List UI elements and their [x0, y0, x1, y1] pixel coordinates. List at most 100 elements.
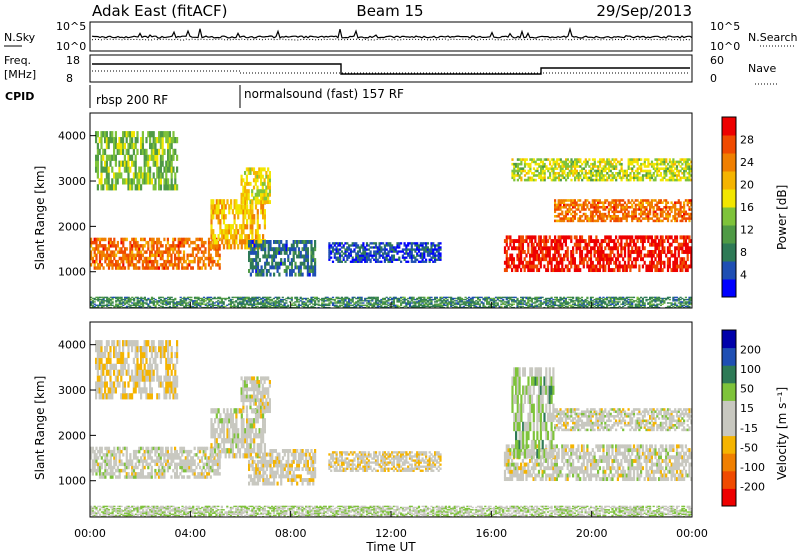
echo-cell-band-9 [168, 297, 171, 300]
echo-cell-band-0 [100, 237, 103, 242]
echo-cell-band-6 [627, 242, 630, 247]
echo-cell-band-6 [598, 257, 601, 262]
echo-cell-band-9 [97, 300, 100, 302]
echo-cell-band-4 [265, 269, 268, 273]
echo-cell-band-8 [679, 158, 682, 161]
echo-cell-band-6 [552, 257, 555, 262]
echo-cell-band-3 [100, 166, 103, 173]
echo-cell-band-7 [640, 210, 643, 214]
echo-cell-band-0 [190, 259, 193, 264]
echo-cell-band-0 [90, 263, 93, 267]
echo-cell-band-9 [97, 298, 100, 301]
echo-cell-band-9 [391, 301, 394, 303]
echo-cell-band-7 [557, 201, 560, 204]
echo-cell-band-7 [666, 201, 670, 204]
echo-cell-band-8 [690, 178, 693, 182]
echo-cell-band-9 [462, 301, 465, 303]
echo-cell-band-0 [204, 240, 207, 245]
echo-cell-band-0 [90, 240, 93, 245]
echo-cell-band-6 [638, 246, 641, 251]
echo-cell-band-9 [305, 297, 308, 300]
echo-cell-band-7 [559, 219, 562, 223]
echo-cell-band-4 [278, 240, 281, 244]
echo-cell-band-0 [122, 266, 125, 270]
echo-cell-band-7 [645, 215, 648, 218]
echo-cell-band-4 [267, 243, 270, 248]
echo-cell-band-8 [641, 162, 645, 166]
echo-cell-band-9 [149, 305, 152, 308]
echo-cell-band-0 [118, 256, 121, 261]
echo-cell-band-8 [684, 165, 687, 168]
echo-cell-band-1 [249, 204, 252, 210]
echo-cell-band-9 [330, 297, 333, 300]
echo-cell-band-9 [274, 305, 277, 308]
echo-cell-band-7 [586, 217, 589, 220]
echo-cell-band-9 [236, 302, 240, 304]
echo-cell-band-5 [417, 246, 421, 249]
echo-cell-band-9 [417, 304, 421, 307]
echo-cell-band-9 [168, 301, 171, 303]
echo-cell-band-9 [265, 300, 268, 302]
echo-cell-band-9 [197, 303, 200, 305]
echo-cell-band-8 [613, 160, 616, 164]
echo-cell-band-6 [563, 253, 566, 258]
echo-cell-band-8 [599, 176, 602, 180]
echo-cell-band-7 [573, 212, 576, 216]
echo-cell-band-9 [161, 303, 164, 305]
echo-cell-band-8 [667, 167, 670, 170]
echo-cell-band-7 [623, 201, 627, 204]
echo-cell-band-5 [408, 242, 412, 245]
echo-cell-band-5 [394, 250, 397, 253]
echo-cell-band-9 [299, 300, 302, 302]
echo-cell-band-9 [426, 303, 429, 305]
echo-cell-band-5 [357, 260, 360, 263]
echo-cell-band-6 [618, 268, 621, 273]
echo-cell-band-8 [511, 158, 514, 161]
echo-cell-band-6 [593, 246, 596, 251]
echo-cell-band-2 [260, 189, 263, 194]
echo-cell-band-3 [147, 172, 150, 179]
echo-cell-band-8 [520, 169, 523, 173]
echo-cell-band-2 [247, 167, 250, 172]
echo-cell-band-8 [520, 172, 523, 175]
echo-cell-band-6 [568, 268, 571, 273]
echo-cell-band-5 [358, 256, 361, 259]
echo-cell-band-9 [333, 298, 336, 301]
echo-cell-band-5 [376, 248, 379, 251]
echo-cell-band-6 [618, 235, 621, 240]
echo-cell-band-3 [109, 154, 112, 161]
echo-cell-band-7 [588, 201, 591, 204]
echo-cell-band-5 [339, 244, 342, 247]
echo-cell-band-6 [537, 242, 541, 247]
echo-cell-band-9 [398, 301, 401, 303]
echo-cell-band-1 [253, 219, 256, 225]
echo-cell-band-1 [253, 214, 256, 220]
echo-cell-band-7 [613, 201, 616, 204]
echo-cell-band-7 [568, 199, 571, 202]
echo-cell-band-9 [93, 305, 96, 308]
echo-cell-band-6 [618, 242, 621, 247]
echo-cell-band-6 [516, 264, 519, 269]
echo-cell-band-7 [638, 203, 641, 207]
echo-cell-band-4 [287, 254, 290, 259]
echo-cell-band-9 [140, 297, 143, 300]
echo-cell-band-9 [331, 304, 335, 307]
echo-cell-band-9 [183, 300, 186, 302]
echo-cell-band-8 [622, 174, 625, 177]
echo-cell-band-7 [681, 217, 684, 220]
echo-cell-band-8 [665, 165, 668, 168]
echo-cell-band-6 [575, 250, 578, 254]
echo-cell-band-1 [215, 214, 218, 220]
echo-cell-band-9 [290, 303, 293, 305]
echo-cell-band-3 [158, 148, 161, 155]
echo-cell-band-9 [315, 297, 318, 300]
echo-cell-band-8 [611, 178, 614, 182]
echo-cell-band-8 [584, 160, 587, 164]
echo-cell-band-3 [159, 172, 162, 179]
echo-cell-band-4 [283, 269, 286, 273]
echo-cell-band-8 [604, 167, 607, 170]
echo-cell-band-6 [674, 246, 677, 251]
echo-cell-band-7 [611, 199, 614, 202]
echo-cell-band-9 [342, 302, 345, 304]
echo-cell-band-8 [584, 176, 587, 180]
